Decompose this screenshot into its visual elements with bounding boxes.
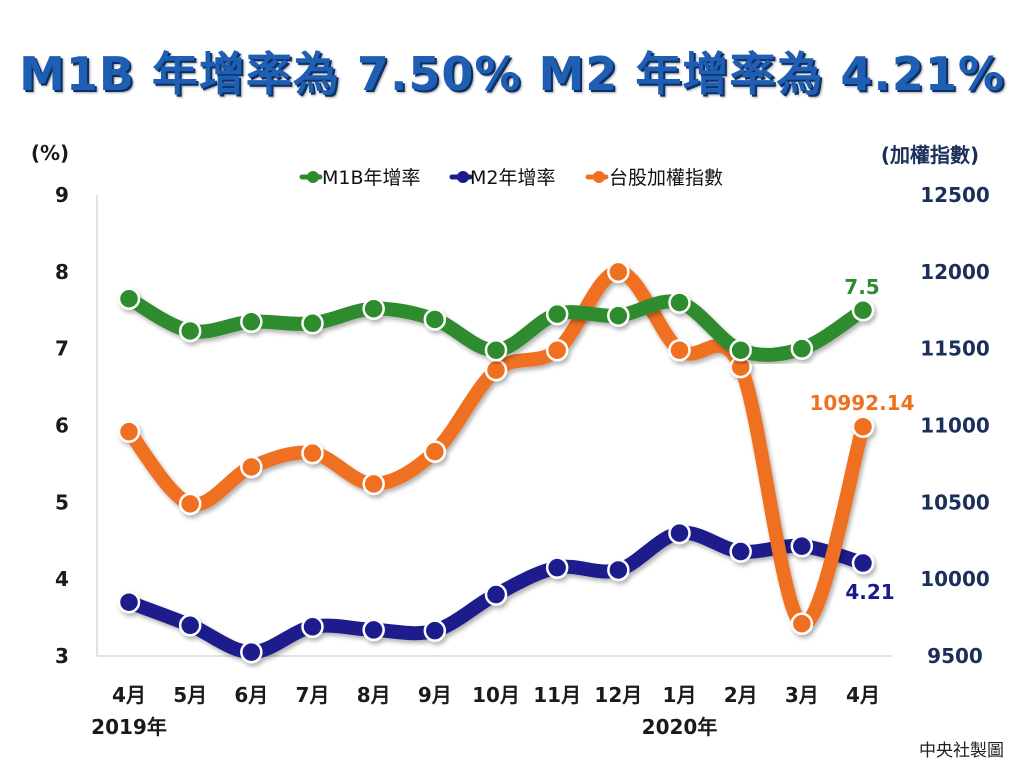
y-left-ticks: 9 8 7 6 5 4 3 [55,183,69,668]
y-right-axis-label: (加權指數) [881,143,979,167]
chart-title: M1B 年增率為 7.50% M2 年增率為 4.21% [19,47,1005,101]
data-point-m2 [301,615,324,639]
legend-item-m2: M2年增率 [449,167,555,189]
data-point-m2 [607,558,630,582]
y-right-tick-label: 11000 [920,414,990,438]
data-point-m1b [545,302,569,326]
legend-label-m2: M2年增率 [470,167,555,189]
credit-text: 中央社製圖 [919,741,1004,761]
data-point-m1b [790,337,814,360]
y-right-tick-label: 12500 [920,183,990,207]
data-point-m1b [668,291,691,314]
x-tick-label: 4月 [846,683,880,707]
legend-marker-taiex [593,171,605,183]
data-point-m1b [484,338,508,362]
y-right-tick-label: 11500 [920,337,990,361]
data-point-m1b [240,310,263,334]
data-point-m1b [178,319,202,343]
x-tick-label: 6月 [234,683,268,707]
series-m2 [117,521,875,664]
data-point-m2 [178,614,202,637]
legend-label-taiex: 台股加權指數 [609,167,723,189]
x-tick-label: 1月 [663,683,697,707]
y-left-tick-label: 7 [55,337,69,361]
x-tick-label: 3月 [785,683,819,707]
legend-marker-m2 [457,171,469,183]
y-right-tick-label: 9500 [927,644,983,668]
data-point-m1b [362,297,385,320]
y-left-axis-label: (%) [31,141,69,165]
x-tick-label: 7月 [296,683,330,707]
legend: M1B年增率 M2年增率 台股加權指數 [299,167,723,189]
legend-marker-m1b [307,171,319,183]
x-tick-label: 10月 [472,683,520,707]
year-labels: 2019年 2020年 [91,715,717,739]
data-point-m2 [423,619,447,642]
legend-item-taiex: 台股加權指數 [585,167,723,189]
x-tick-label: 4月 [112,683,146,707]
data-point-m1b [729,338,752,362]
data-point-m1b [851,299,875,322]
legend-label-m1b: M1B年增率 [322,167,421,189]
data-point-m2 [790,534,814,558]
data-point-taiex [301,441,324,465]
x-tick-label: 12月 [594,683,642,707]
x-tick-label: 5月 [173,683,207,707]
data-point-taiex [240,455,263,479]
y-left-tick-label: 4 [55,567,69,591]
year-label: 2020年 [642,715,718,739]
data-point-m2 [668,521,691,545]
data-point-m2 [240,640,263,664]
x-ticks: 4月 5月 6月 7月 8月 9月 10月 11月 12月 1月 2月 3月 4月 [112,683,880,707]
data-point-m2 [545,556,569,579]
data-point-m2 [729,540,752,563]
y-right-ticks: 12500 12000 11500 11000 10500 10000 9500 [920,183,990,668]
y-left-tick-label: 8 [55,260,69,284]
data-point-m2 [362,618,385,642]
data-point-m2 [117,590,141,614]
series-layer [117,260,875,664]
y-left-tick-label: 6 [55,414,69,438]
x-tick-label: 9月 [418,683,452,707]
end-label-m1b: 7.5 [844,275,879,299]
data-point-m2 [851,551,875,575]
data-point-m1b [423,308,447,331]
data-point-m1b [607,304,630,327]
data-point-taiex [117,420,141,443]
x-tick-label: 11月 [533,683,581,707]
data-point-taiex [484,358,508,382]
data-point-m1b [301,312,324,335]
y-left-tick-label: 3 [55,644,69,668]
y-right-tick-label: 10000 [920,567,990,591]
data-point-m2 [484,583,508,606]
end-label-m2: 4.21 [845,580,894,604]
data-point-taiex [668,338,691,362]
series-m1b [117,287,875,362]
x-tick-label: 8月 [357,683,391,707]
y-left-tick-label: 5 [55,490,69,514]
end-label-taiex: 10992.14 [809,391,914,415]
data-point-taiex [851,415,875,438]
y-right-tick-label: 12000 [920,260,990,284]
x-tick-label: 2月 [724,683,758,707]
data-point-taiex [790,612,814,635]
data-point-taiex [545,338,569,362]
data-point-taiex [178,492,202,516]
data-point-taiex [362,472,385,496]
data-point-taiex [423,440,447,463]
legend-item-m1b: M1B年增率 [299,167,421,189]
y-left-tick-label: 9 [55,183,69,207]
year-label: 2019年 [91,715,167,739]
data-point-m1b [117,287,141,310]
y-right-tick-label: 10500 [920,490,990,514]
series-taiex [117,260,875,635]
data-point-taiex [607,260,630,284]
